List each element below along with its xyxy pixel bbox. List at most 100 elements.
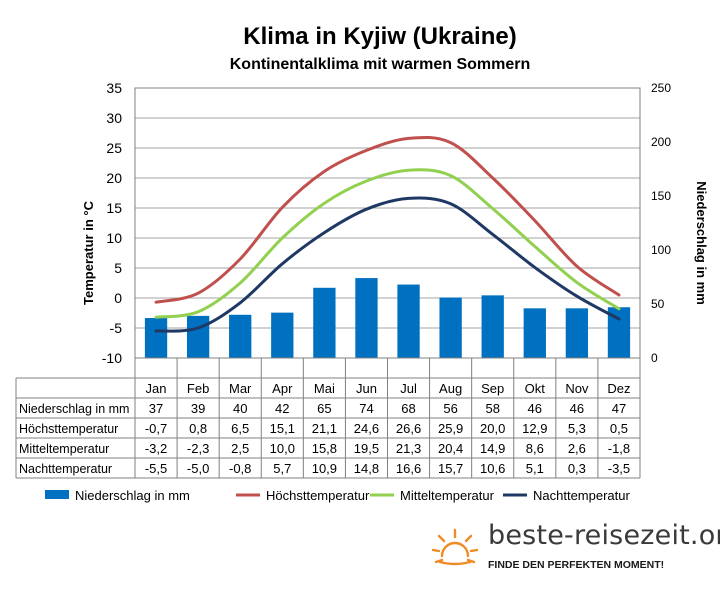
table-cell: 39	[191, 401, 205, 416]
table-cell: 14,8	[354, 461, 379, 476]
x-category-label: Nov	[565, 381, 589, 396]
table-cell: 10,9	[312, 461, 337, 476]
y-right-axis-label: Niederschlag in mm	[694, 181, 709, 305]
x-category-label: Sep	[481, 381, 504, 396]
precipitation-bar	[144, 318, 168, 358]
table-cell: 6,5	[231, 421, 249, 436]
table-cell: 12,9	[522, 421, 547, 436]
table-cell: 0,8	[189, 421, 207, 436]
table-cell: 56	[443, 401, 457, 416]
legend-label: Höchsttemperatur	[266, 488, 370, 503]
table-cell: -0,8	[229, 461, 251, 476]
table-cell: 15,1	[270, 421, 295, 436]
y-left-tick-label: 5	[114, 260, 122, 276]
y-left-tick-label: 30	[106, 110, 122, 126]
table-cell: 37	[149, 401, 163, 416]
x-category-label: Dez	[607, 381, 630, 396]
precipitation-bar	[481, 295, 504, 358]
table-cell: -1,8	[608, 441, 630, 456]
precipitation-bar	[355, 278, 378, 358]
table-cell: 16,6	[396, 461, 421, 476]
x-category-label: Jan	[146, 381, 167, 396]
chart-subtitle: Kontinentalklima mit warmen Sommern	[230, 56, 531, 73]
y-left-tick-label: 20	[106, 170, 122, 186]
table-cell: 40	[233, 401, 247, 416]
y-left-tick-label: -5	[110, 320, 123, 336]
table-cell: 46	[570, 401, 584, 416]
table-cell: 5,7	[273, 461, 291, 476]
table-row-label: Nachttemperatur	[19, 462, 112, 476]
table-cell: 65	[317, 401, 331, 416]
table-cell: 21,3	[396, 441, 421, 456]
table-cell: 2,5	[231, 441, 249, 456]
table-cell: 14,9	[480, 441, 505, 456]
y-left-tick-label: 0	[114, 290, 122, 306]
table-cell: 2,6	[568, 441, 586, 456]
table-cell: 21,1	[312, 421, 337, 436]
table-cell: 68	[401, 401, 415, 416]
sun-icon	[431, 528, 479, 566]
gridlines	[135, 87, 640, 359]
table-cell: 47	[612, 401, 626, 416]
table-cell: 0,3	[568, 461, 586, 476]
y-left-tick-label: 15	[106, 200, 122, 216]
legend-swatch	[45, 490, 69, 499]
table-cell: 0,5	[610, 421, 628, 436]
y-right-tick-label: 200	[651, 135, 671, 149]
mean-temp-line	[154, 168, 621, 319]
temperature-lines	[154, 135, 621, 333]
x-category-label: Jul	[400, 381, 417, 396]
table-row-label: Niederschlag in mm	[19, 402, 129, 416]
y-right-tick-label: 250	[651, 81, 671, 95]
plot-area-border	[134, 87, 641, 359]
y-right-tick-label: 150	[651, 189, 671, 203]
x-category-label: Jun	[356, 381, 377, 396]
precipitation-bar	[186, 315, 210, 358]
data-table: Jan Feb Mar Apr Mai Jun Jul Aug Sep Okt Nov Dez Nied…	[15, 88, 641, 479]
brand-logo[interactable]: beste-reisezeit.org FINDE DEN PERFEKTEN …	[430, 520, 720, 582]
table-cell: -0,7	[145, 421, 167, 436]
y-left-tick-label: 10	[106, 230, 122, 246]
table-cell: 10,0	[270, 441, 295, 456]
table-cell: 20,0	[480, 421, 505, 436]
table-cell: 5,3	[568, 421, 586, 436]
x-category-label: Apr	[272, 381, 293, 396]
table-cell: 58	[485, 401, 499, 416]
y-right-tick-label: 100	[651, 243, 671, 257]
table-cell: -5,0	[187, 461, 209, 476]
table-row-label: Höchsttemperatur	[19, 422, 118, 436]
table-cell: -5,5	[145, 461, 167, 476]
y-left-axis-label: Temperatur in °C	[81, 200, 96, 305]
high-temp-line	[154, 135, 621, 304]
precipitation-bar	[607, 307, 631, 358]
precipitation-bar	[439, 297, 462, 358]
table-cell: 42	[275, 401, 289, 416]
precipitation-bar	[271, 312, 294, 358]
table-cell: 19,5	[354, 441, 379, 456]
table-cell: 8,6	[526, 441, 544, 456]
legend-label: Nachttemperatur	[533, 488, 630, 503]
table-cell: -3,2	[145, 441, 167, 456]
table-row-label: Mitteltemperatur	[19, 442, 109, 456]
y-left-tick-label: -10	[102, 350, 122, 366]
table-cell: 20,4	[438, 441, 463, 456]
brand-tagline: FINDE DEN PERFEKTEN MOMENT!	[488, 559, 665, 571]
table-cell: 74	[359, 401, 373, 416]
table-cell: 5,1	[526, 461, 544, 476]
x-category-label: Feb	[187, 381, 209, 396]
table-cell: 10,6	[480, 461, 505, 476]
table-cell: -3,5	[608, 461, 630, 476]
brand-name: beste-reisezeit.org	[488, 520, 720, 551]
precipitation-bar	[565, 308, 589, 358]
x-category-label: Mai	[314, 381, 335, 396]
precipitation-bar	[229, 314, 252, 358]
x-category-label: Aug	[439, 381, 462, 396]
table-cell: 25,9	[438, 421, 463, 436]
y-left-tick-label: 35	[106, 80, 122, 96]
legend-label: Mitteltemperatur	[400, 488, 495, 503]
precipitation-bar	[523, 308, 546, 358]
table-cell: -2,3	[187, 441, 209, 456]
night-temp-line	[154, 196, 621, 333]
